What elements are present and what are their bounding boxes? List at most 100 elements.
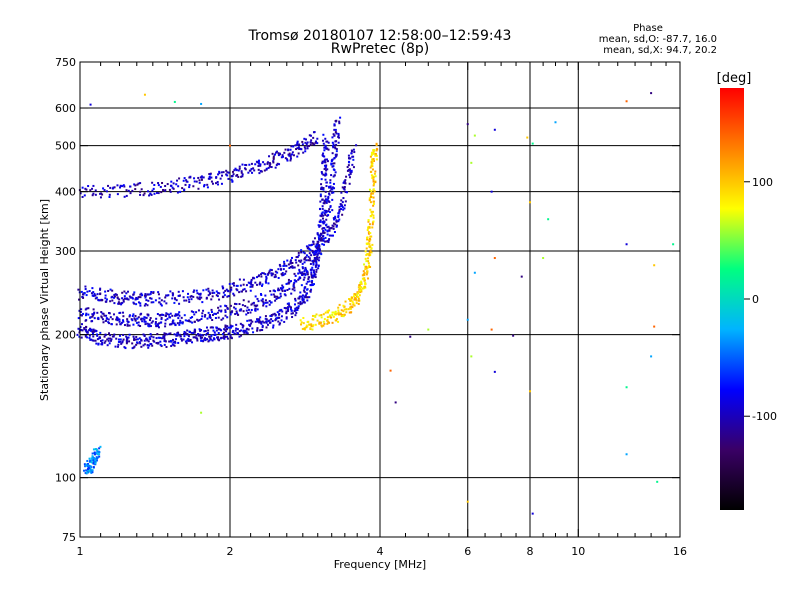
data-point [363, 263, 366, 266]
data-point [327, 210, 330, 213]
data-point [334, 131, 337, 134]
data-point [287, 308, 290, 311]
data-point [192, 185, 195, 188]
data-point [163, 338, 166, 341]
data-point [341, 186, 344, 189]
x-axis-label: Frequency [MHz] [334, 558, 426, 571]
data-point [277, 276, 280, 279]
data-point [250, 280, 253, 283]
data-point [320, 183, 323, 186]
data-point [274, 290, 277, 293]
data-point [319, 214, 322, 217]
data-point [306, 147, 309, 150]
data-point [237, 175, 240, 178]
data-point [266, 323, 269, 326]
data-point [260, 328, 263, 331]
data-point [221, 285, 224, 288]
data-point [203, 183, 206, 186]
data-point [93, 460, 96, 463]
data-point [77, 327, 80, 330]
data-point [328, 229, 331, 232]
data-point [131, 342, 134, 345]
data-point [286, 302, 289, 305]
data-point [269, 268, 272, 271]
data-point [208, 335, 211, 338]
data-point [147, 340, 150, 343]
data-point [311, 325, 314, 328]
data-point [126, 320, 129, 323]
data-point [300, 249, 303, 252]
data-point [320, 171, 323, 174]
data-point [148, 319, 151, 322]
data-point [225, 305, 228, 308]
data-point [320, 314, 323, 317]
data-point [331, 158, 334, 161]
data-point [299, 300, 302, 303]
data-point [317, 264, 320, 267]
data-point [85, 464, 88, 467]
data-point [296, 143, 299, 146]
data-point [122, 298, 125, 301]
data-point [326, 147, 329, 150]
data-point [260, 275, 263, 278]
data-point [119, 311, 122, 314]
data-point [252, 331, 255, 334]
data-point [324, 190, 327, 193]
data-point [308, 247, 311, 250]
data-point [337, 312, 340, 315]
data-point [323, 318, 326, 321]
data-point [312, 240, 315, 243]
data-point [257, 168, 260, 171]
data-point [321, 221, 324, 224]
data-point [169, 190, 172, 193]
data-point [78, 298, 81, 301]
data-point [353, 151, 356, 154]
data-point [317, 248, 320, 251]
data-point [314, 141, 317, 144]
data-point [466, 123, 469, 126]
data-point [241, 173, 244, 176]
data-point [342, 304, 345, 307]
data-point [241, 304, 244, 307]
data-point [218, 309, 221, 312]
data-point [97, 456, 100, 459]
data-point [334, 215, 337, 218]
data-point [355, 302, 358, 305]
data-point [334, 146, 337, 149]
data-point [91, 455, 94, 458]
data-point [310, 139, 313, 142]
data-point [316, 243, 319, 246]
data-point [270, 272, 273, 275]
data-point [322, 313, 325, 316]
data-point [259, 163, 262, 166]
data-point [127, 290, 130, 293]
data-point [104, 333, 107, 336]
data-point [140, 312, 143, 315]
data-point [322, 239, 325, 242]
data-point [350, 169, 353, 172]
data-point [343, 308, 346, 311]
data-point [324, 198, 327, 201]
data-point [189, 338, 192, 341]
data-point [318, 248, 321, 251]
data-point [198, 179, 201, 182]
data-point [246, 319, 249, 322]
data-point [164, 325, 167, 328]
x-tick-label: 8 [527, 545, 534, 558]
data-point [199, 333, 202, 336]
data-point [217, 291, 220, 294]
data-point [157, 291, 160, 294]
data-point [131, 297, 134, 300]
data-point [137, 296, 140, 299]
data-point [374, 154, 377, 157]
data-point [117, 345, 120, 348]
data-point [132, 323, 135, 326]
data-point [232, 173, 235, 176]
data-point [331, 144, 334, 147]
data-point [473, 271, 476, 274]
data-point [512, 334, 515, 337]
data-point [89, 329, 92, 332]
data-point [367, 220, 370, 223]
data-point [323, 149, 326, 152]
data-point [155, 324, 158, 327]
